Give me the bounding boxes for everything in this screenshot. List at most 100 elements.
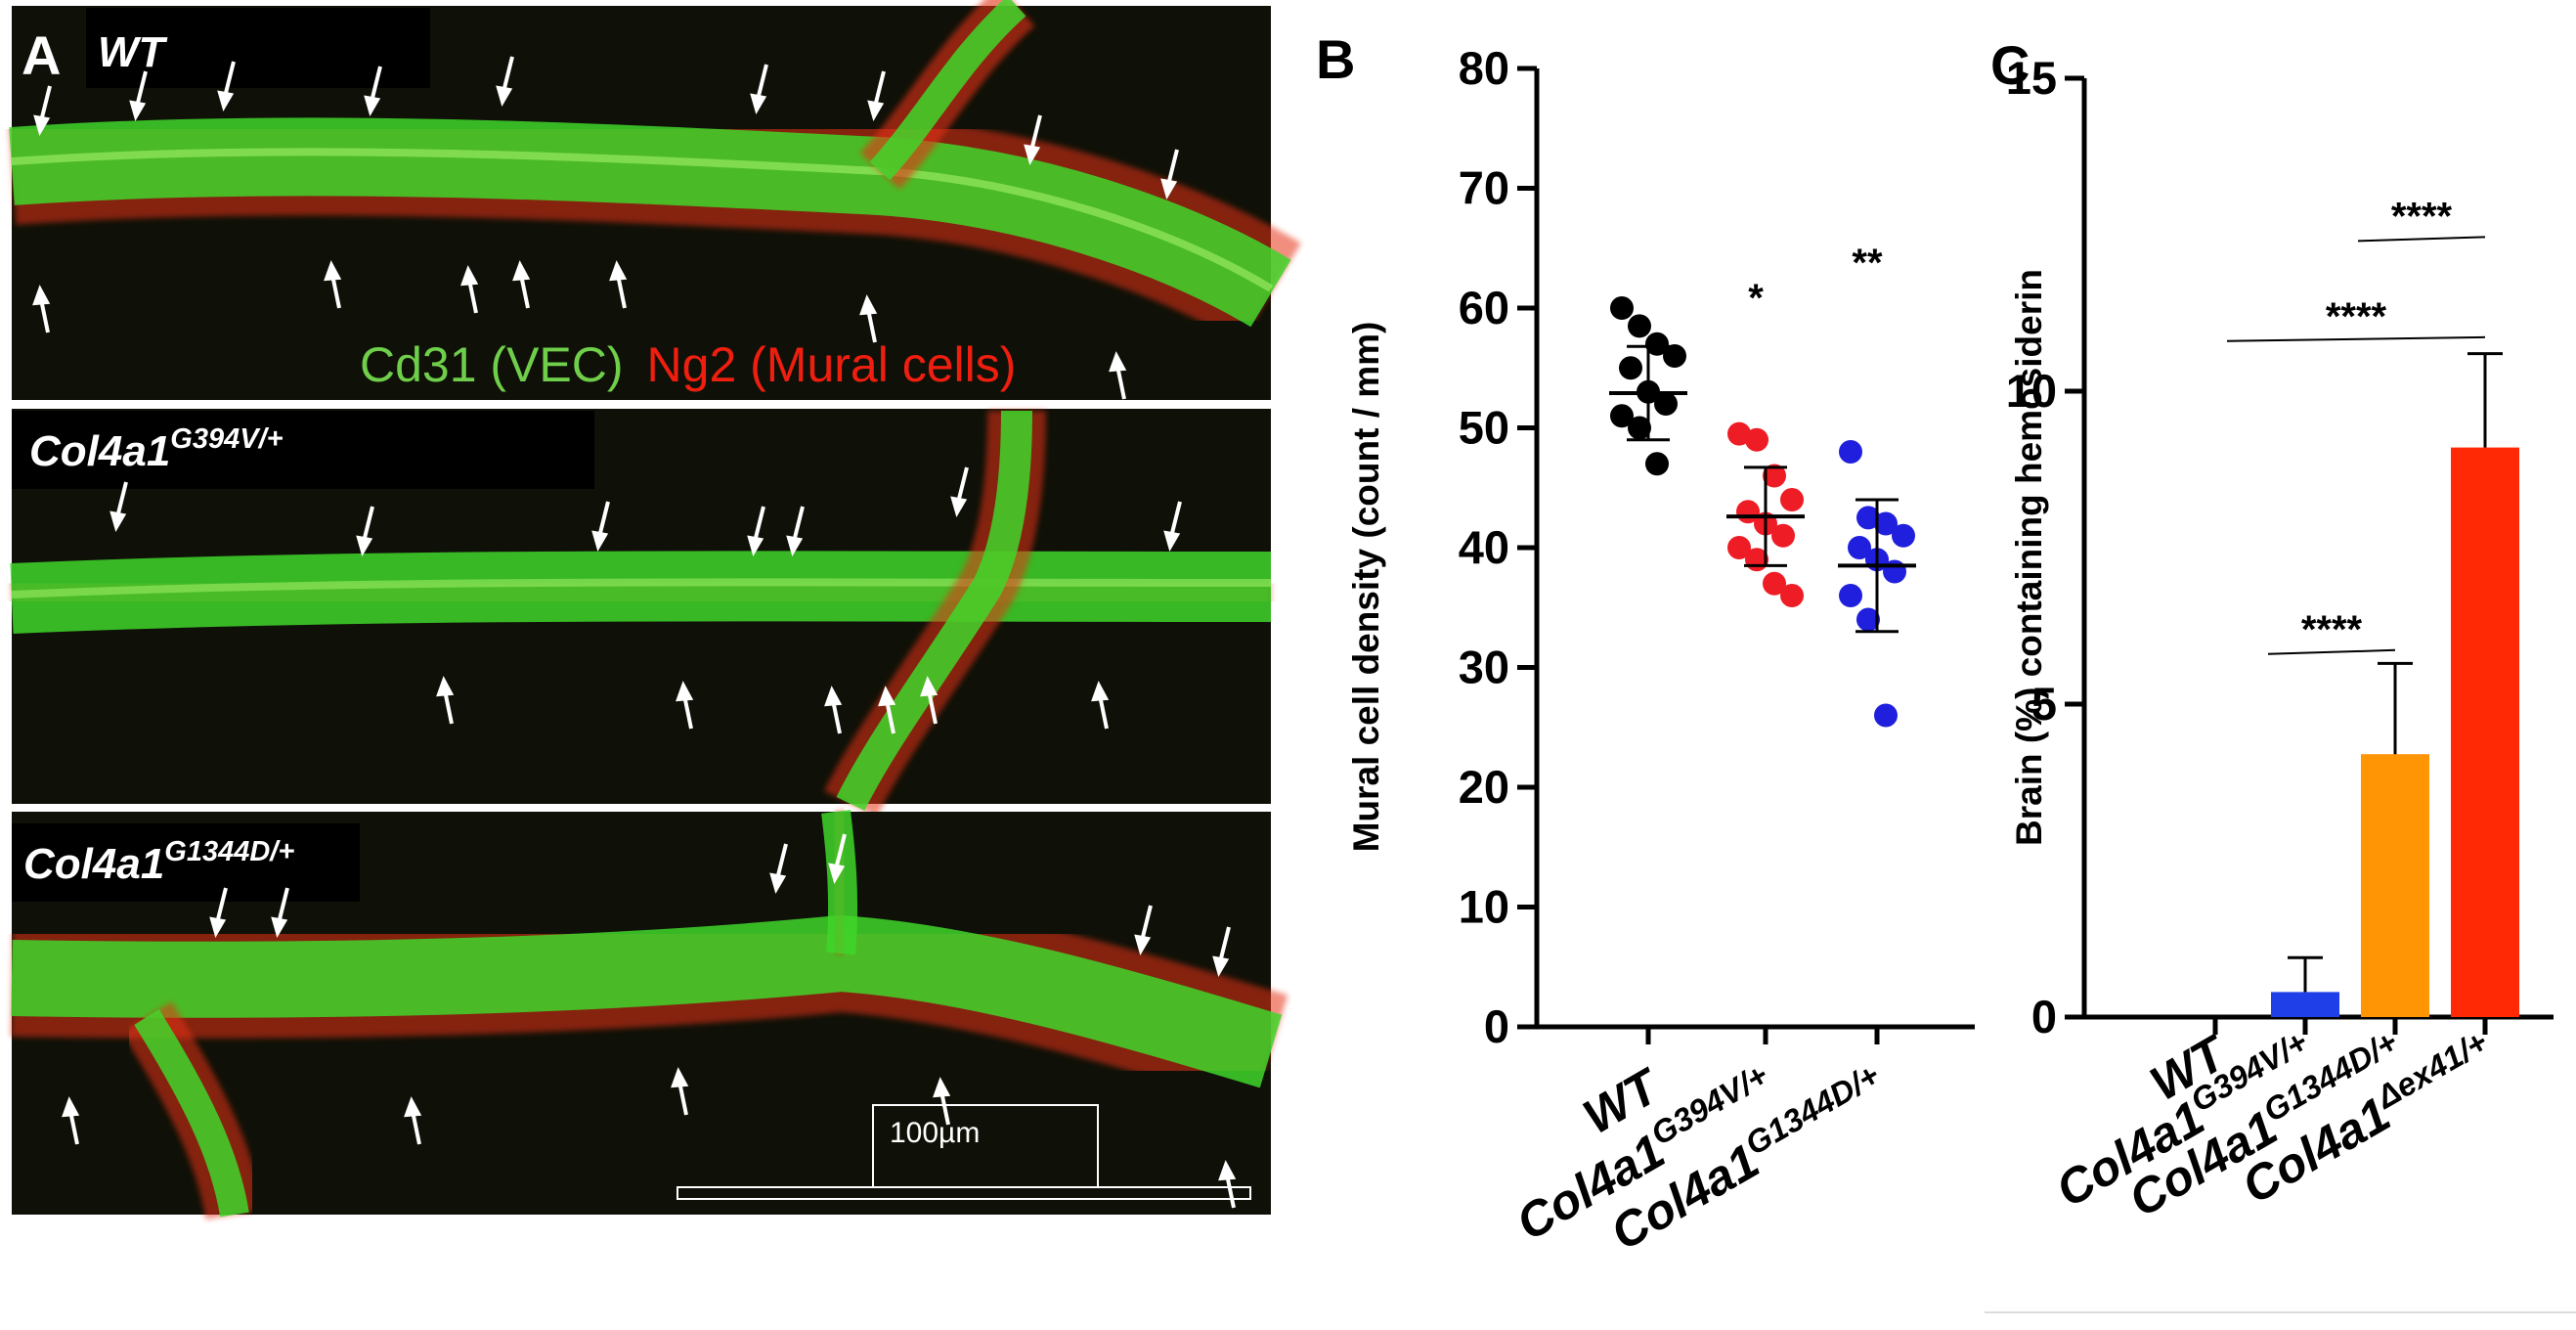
arrow-icon (1029, 114, 1042, 152)
arrow-head-icon (404, 1096, 422, 1118)
arrow-head-icon (786, 535, 804, 557)
comparison-line (2267, 648, 2396, 655)
arrow-icon (502, 56, 514, 93)
data-point (1610, 404, 1634, 428)
arrow-icon (597, 501, 610, 538)
arrow-icon (1115, 365, 1126, 400)
arrow-head-icon (62, 1096, 80, 1118)
data-point (1780, 488, 1804, 511)
arrow-head-icon (1109, 351, 1127, 373)
arrow-icon (467, 279, 478, 314)
y-tick-label: 40 (1459, 521, 1509, 573)
y-tick-label: 5 (2031, 678, 2057, 730)
data-point (1763, 464, 1786, 488)
data-point (1856, 506, 1880, 530)
arrow-icon (39, 85, 52, 122)
arrow-icon (866, 308, 877, 343)
micrograph-g1344d: 100µm (10, 808, 1288, 1220)
arrow-head-icon (769, 872, 787, 895)
arrow-head-icon (209, 916, 227, 939)
arrow-icon (215, 887, 228, 924)
arrow-icon (519, 274, 530, 309)
y-tick-label: 60 (1459, 282, 1509, 333)
panel-letter-b: B (1316, 28, 1355, 90)
y-tick-label: 50 (1459, 402, 1509, 454)
arrow-head-icon (1212, 955, 1230, 978)
data-point (1645, 332, 1669, 356)
arrow-head-icon (824, 686, 843, 707)
arrow-icon (677, 1081, 688, 1116)
y-tick-label: 10 (2006, 365, 2057, 417)
arrow-head-icon (859, 294, 878, 316)
chart-b: 0 10 20 30 40 50 60 70 80 Mural cell density (cou… (1346, 42, 1975, 1261)
data-point (1654, 392, 1678, 416)
arrow-icon (135, 70, 148, 108)
y-tick-label: 70 (1459, 162, 1509, 214)
arrow-head-icon (109, 510, 127, 533)
arrow-head-icon (747, 535, 764, 557)
arrow-icon (616, 274, 627, 309)
arrow-head-icon (828, 863, 846, 885)
significance-label: ** (1852, 242, 1883, 285)
arrow-head-icon (609, 260, 628, 282)
micrograph-label-g394v: Col4a1G394V/+ (29, 423, 284, 475)
arrow-icon (1166, 149, 1179, 186)
micrograph-label-g1344d: Col4a1G1344D/+ (23, 836, 294, 888)
micrograph-label-wt: WT (98, 28, 168, 76)
data-point (1839, 584, 1862, 607)
y-tick-label: 0 (1484, 1000, 1509, 1052)
arrow-icon (411, 1110, 421, 1145)
arrow-head-icon (129, 100, 147, 122)
data-point (1848, 536, 1871, 559)
panel-c: C 0 5 10 15 Brain (%) containing hemosiderin… (1990, 34, 2554, 1227)
arrow-head-icon (950, 496, 968, 518)
arrow-icon (1169, 501, 1182, 538)
bar (2271, 992, 2339, 1017)
comparison-line (2357, 236, 2486, 243)
y-tick-label: 30 (1459, 642, 1509, 693)
arrow-icon (885, 699, 895, 734)
arrow-icon (277, 887, 289, 924)
arrow-head-icon (920, 676, 939, 697)
arrow-head-icon (750, 93, 767, 115)
arrow-icon (370, 66, 382, 103)
arrow-head-icon (867, 100, 885, 122)
arrow-icon (330, 274, 341, 309)
arrow-head-icon (33, 114, 51, 137)
panel-letter-a: A (22, 24, 61, 86)
comparison-label: **** (2391, 195, 2453, 238)
panel-a: 100µm A WT Col4a1G394V/+ Col4a1G1344D/+ … (7, 0, 1301, 1220)
data-point (1763, 571, 1786, 596)
arrow-head-icon (512, 260, 531, 282)
data-point (1874, 511, 1898, 536)
data-point (1663, 344, 1686, 368)
arrow-head-icon (676, 681, 694, 702)
arrow-head-icon (878, 686, 896, 707)
arrow-icon (68, 1110, 79, 1145)
data-point (1780, 584, 1804, 607)
panel-letter-c: C (1990, 34, 2030, 96)
arrow-icon (834, 833, 847, 870)
arrow-head-icon (591, 530, 609, 553)
arrow-icon (223, 61, 236, 98)
significance-label: * (1748, 277, 1764, 320)
data-point (1727, 536, 1751, 559)
arrow-head-icon (460, 265, 479, 287)
arrow-icon (115, 481, 128, 518)
data-point (1771, 523, 1795, 548)
arrow-head-icon (217, 90, 235, 112)
micrograph-g394v (9, 409, 1272, 818)
arrow-head-icon (364, 95, 381, 117)
comparison-label: **** (2301, 608, 2363, 651)
scale-bar-label: 100µm (890, 1117, 980, 1149)
arrow-icon (775, 843, 788, 880)
stain-legend: Cd31 (VEC) Ng2 (Mural cells) (360, 337, 1016, 392)
arrow-head-icon (436, 676, 455, 697)
micrograph-label-bg (12, 823, 360, 902)
arrow-head-icon (1160, 178, 1178, 200)
data-point (1856, 607, 1880, 632)
y-axis-title: Brain (%) containing hemosiderin (2009, 269, 2049, 846)
data-point (1883, 559, 1906, 584)
data-point (1619, 356, 1642, 380)
